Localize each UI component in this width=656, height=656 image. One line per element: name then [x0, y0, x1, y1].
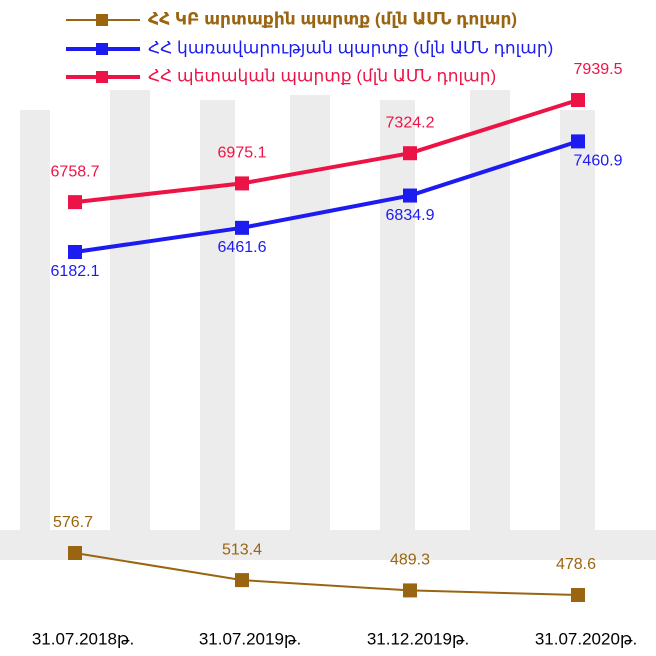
point-marker	[403, 146, 417, 160]
data-label: 6975.1	[218, 145, 267, 162]
point-marker	[235, 176, 249, 190]
point-marker	[68, 195, 82, 209]
chart: 31.07.2018թ. 31.07.2019թ. 31.12.2019թ. 31.0…	[0, 0, 656, 656]
background-decoration	[0, 90, 656, 560]
point-marker	[571, 93, 585, 107]
x-tick-label: 31.07.2020թ.	[535, 629, 637, 648]
data-label: 6834.9	[386, 207, 435, 224]
data-label: 576.7	[53, 514, 93, 531]
legend-marker	[96, 71, 108, 83]
data-label: 7939.5	[574, 61, 623, 78]
data-label: 6182.1	[51, 263, 100, 280]
data-label: 7460.9	[574, 153, 623, 170]
point-marker	[68, 245, 82, 259]
point-marker	[571, 134, 585, 148]
point-marker	[571, 588, 585, 602]
data-label: 6461.6	[218, 239, 267, 256]
legend-marker	[96, 14, 108, 26]
data-label: 7324.2	[386, 114, 435, 131]
x-tick-label: 31.07.2019թ.	[199, 629, 301, 648]
x-tick-label: 31.07.2018թ.	[32, 629, 134, 648]
data-label: 6758.7	[51, 163, 100, 180]
data-label: 489.3	[390, 552, 430, 569]
point-marker	[235, 221, 249, 235]
point-marker	[235, 573, 249, 587]
point-marker	[403, 583, 417, 597]
point-marker	[68, 546, 82, 560]
data-label: 513.4	[222, 541, 262, 558]
legend-label: ՀՀ պետական պարտք (մլն ԱՄՆ դոլար)	[148, 66, 496, 85]
legend-marker	[96, 43, 108, 55]
x-tick-label: 31.12.2019թ.	[367, 629, 469, 648]
legend-label: ՀՀ ԿԲ արտաքին պարտք (մլն ԱՄՆ դոլար)	[148, 9, 517, 28]
legend-label: ՀՀ կառավարության պարտք (մլն ԱՄՆ դոլար)	[148, 38, 553, 57]
point-marker	[403, 189, 417, 203]
data-label: 478.6	[556, 556, 596, 573]
